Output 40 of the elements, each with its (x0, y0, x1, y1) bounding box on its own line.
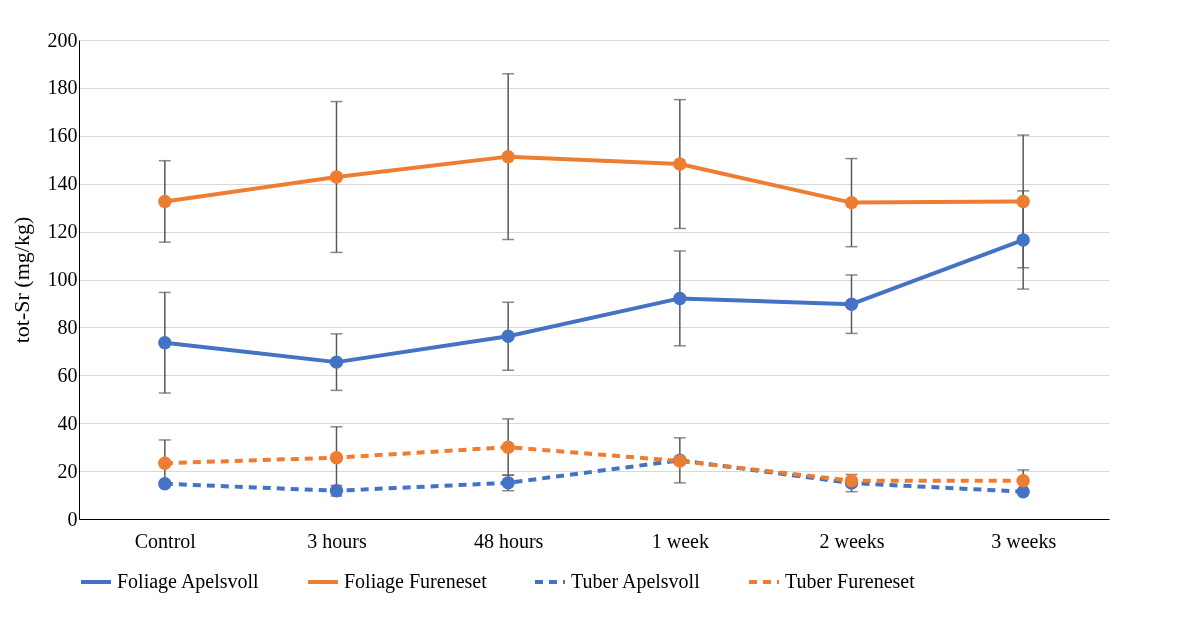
legend-label: Tuber Apelsvoll (571, 570, 701, 593)
x-tick-label: Control (134, 529, 197, 552)
y-tick-label: 160 (47, 124, 78, 147)
point (1016, 485, 1030, 499)
y-tick-label: 140 (47, 172, 78, 195)
point (501, 149, 515, 164)
point (673, 291, 687, 306)
x-tick-label: 1 week (651, 529, 709, 552)
legend-label: Foliage Apelsvoll (117, 570, 260, 593)
y-tick-label: 200 (47, 28, 78, 51)
y-tick-label: 20 (57, 459, 78, 482)
point (673, 157, 687, 171)
y-tick-label: 100 (47, 268, 78, 290)
y-tick-label: 40 (57, 411, 78, 434)
point (158, 336, 172, 350)
point (844, 195, 859, 210)
point (1016, 233, 1030, 247)
legend-label: Foliage Fureneset (344, 570, 488, 593)
y-tick-label: 60 (57, 363, 78, 386)
point (329, 450, 344, 465)
point (158, 194, 172, 209)
x-tick-label: 2 weeks (819, 529, 885, 552)
point (329, 170, 344, 184)
point (329, 355, 344, 369)
point (501, 440, 515, 454)
x-tick-label: 3 weeks (991, 529, 1057, 552)
y-tick-label: 120 (47, 220, 78, 243)
point (158, 456, 172, 470)
point (1016, 473, 1030, 488)
legend-label: Tuber Fureneset (785, 570, 916, 592)
x-tick-label: 48 hours (473, 529, 544, 552)
y-tick-label: 80 (57, 315, 78, 338)
point (501, 329, 515, 343)
y-tick-label: 180 (47, 76, 78, 99)
y-tick-label: 0 (67, 507, 78, 530)
point (844, 297, 859, 311)
point (158, 477, 172, 491)
y-axis-title: tot-Sr (mg/kg) (8, 216, 34, 344)
point (1016, 194, 1030, 209)
x-tick-label: 3 hours (307, 529, 367, 552)
